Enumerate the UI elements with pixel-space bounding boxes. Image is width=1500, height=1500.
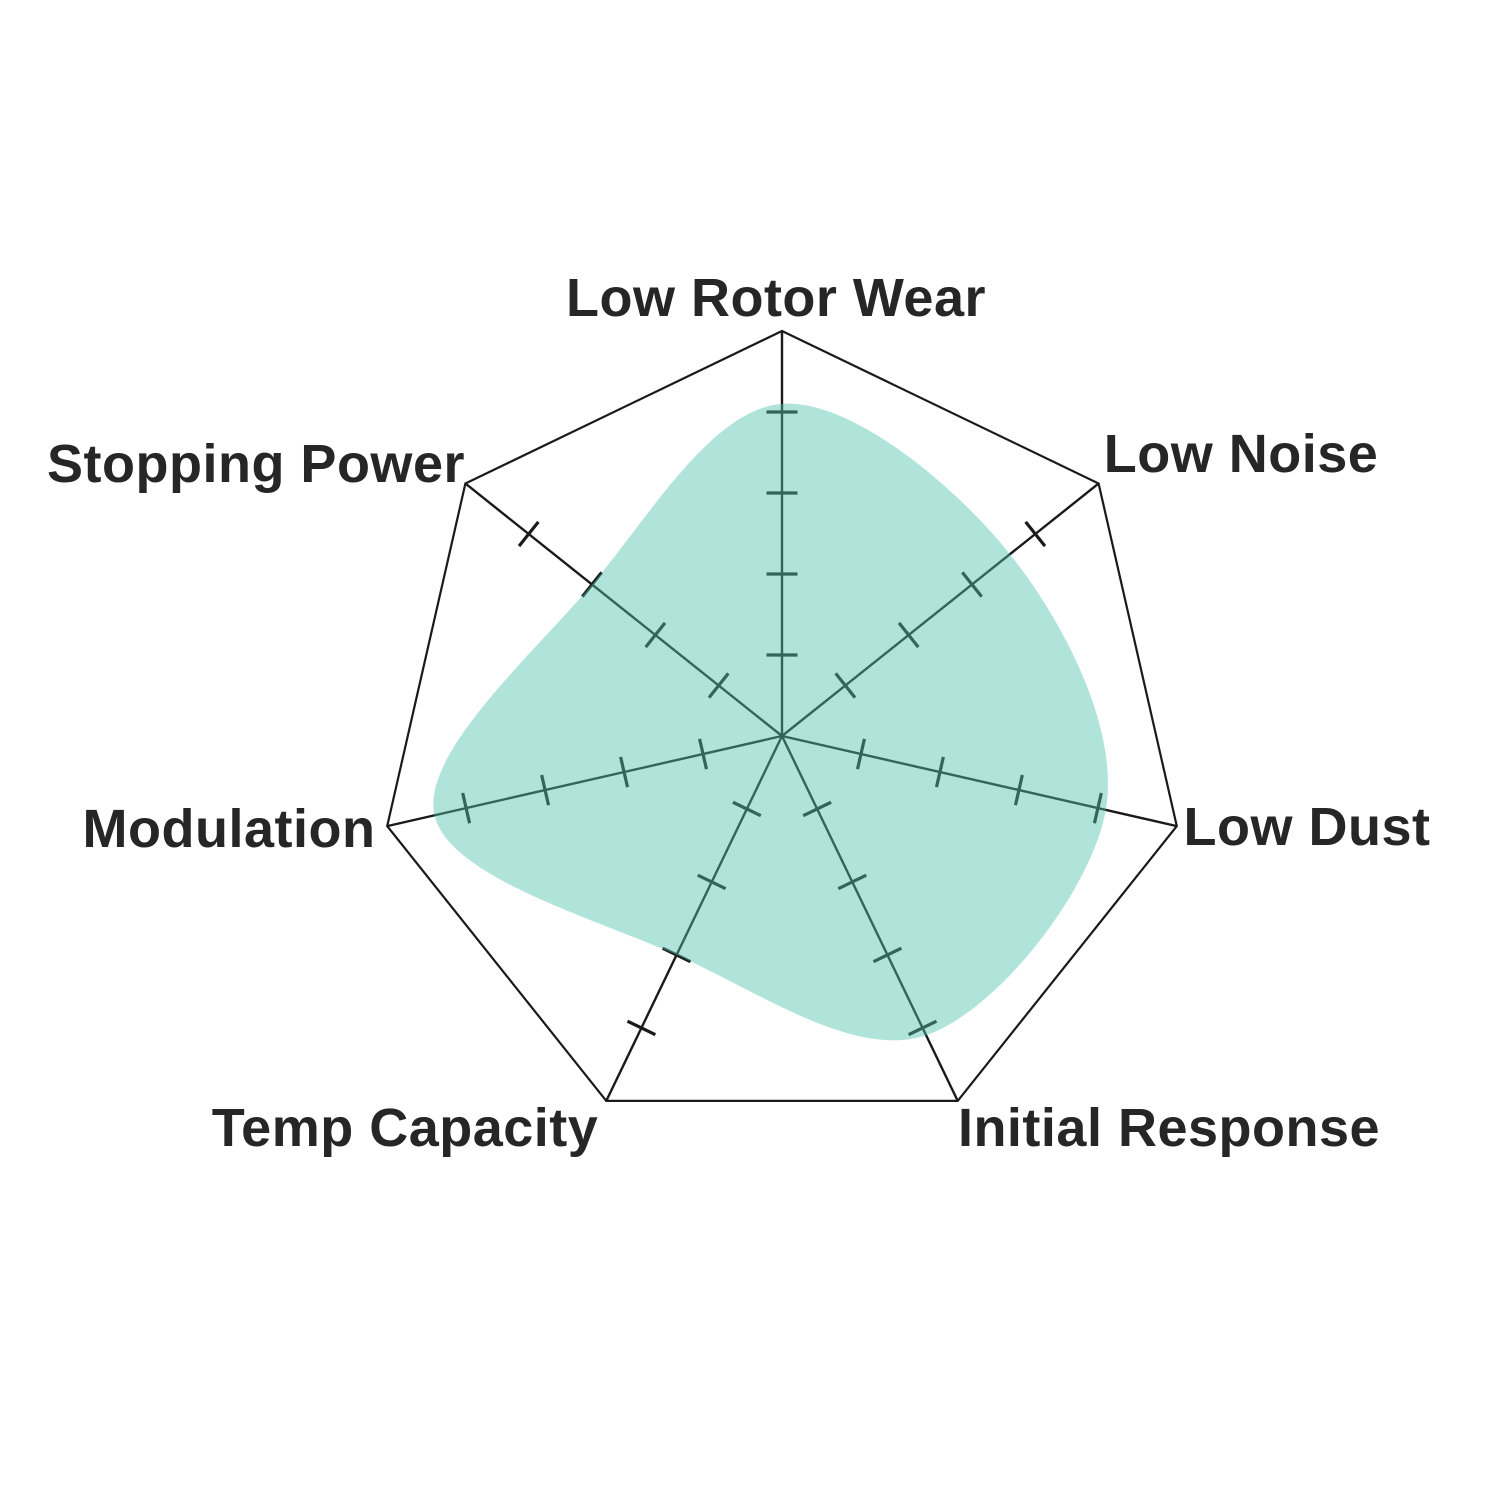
radar-tick [834, 672, 857, 699]
axis-label-low-noise: Low Noise [1104, 424, 1379, 484]
radar-spoke [781, 482, 1100, 737]
radar-geometry [386, 329, 1178, 1103]
axis-label-initial-response: Initial Response [958, 1098, 1380, 1158]
radar-tick [934, 756, 945, 788]
radar-tick [698, 738, 709, 770]
radar-tick [802, 800, 832, 818]
radar-tick [697, 873, 727, 891]
axis-label-modulation: Modulation [83, 799, 376, 859]
radar-fill-area [433, 403, 1108, 1041]
radar-tick [732, 800, 762, 818]
radar-tick [581, 571, 603, 598]
axis-label-stopping-power: Stopping Power [47, 434, 465, 494]
radar-tick [707, 672, 730, 699]
radar-tick [644, 621, 667, 649]
radar-tick [1024, 520, 1047, 548]
radar-tick [619, 756, 630, 788]
radar-spoke [464, 482, 783, 737]
radar-tick [855, 738, 866, 770]
radar-tick [872, 946, 903, 964]
axis-label-low-rotor-wear: Low Rotor Wear [566, 268, 986, 328]
axis-label-temp-capacity: Temp Capacity [212, 1098, 599, 1158]
radar-tick [1013, 774, 1024, 806]
radar-spoke [605, 735, 784, 1102]
radar-tick [626, 1019, 657, 1037]
radar-tick [1092, 792, 1103, 824]
axis-labels: Low Rotor Wear Low Noise Low Dust Initia… [47, 268, 1430, 1158]
radar-spoke [780, 735, 959, 1102]
radar-tick [961, 571, 983, 598]
radar-tick [461, 792, 472, 824]
radar-tick [907, 1019, 938, 1037]
radar-tick [540, 774, 551, 806]
radar-outer-ring [386, 329, 1178, 1103]
radar-spoke [386, 734, 783, 828]
radar-tick [837, 873, 867, 891]
radar-tick [897, 621, 920, 649]
axis-label-low-dust: Low Dust [1184, 797, 1431, 857]
radar-spoke [781, 734, 1178, 828]
radar-tick [661, 946, 692, 964]
radar-tick [517, 520, 540, 548]
